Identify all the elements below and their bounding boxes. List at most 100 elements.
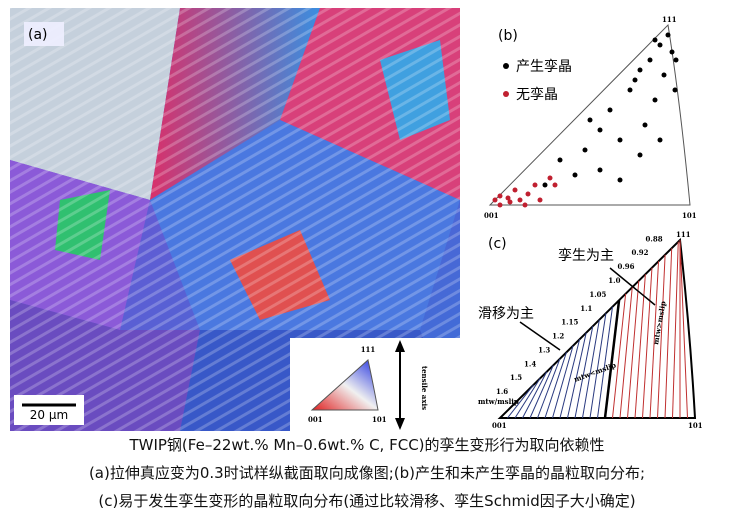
contour-line bbox=[603, 300, 621, 419]
corner-label: 111 bbox=[662, 15, 677, 24]
contour-label: 1.3 bbox=[538, 345, 550, 354]
point bbox=[507, 199, 513, 205]
contour-line bbox=[657, 254, 666, 419]
contour-label: 1.0 bbox=[608, 276, 620, 285]
point bbox=[552, 182, 558, 188]
point bbox=[637, 67, 643, 73]
point bbox=[665, 32, 671, 38]
contour-line bbox=[582, 319, 600, 419]
axis-label: tensile axis bbox=[420, 366, 429, 410]
point bbox=[492, 197, 498, 203]
point bbox=[497, 193, 503, 199]
contour-line bbox=[552, 345, 574, 419]
panel-label: (b) bbox=[498, 28, 518, 44]
condition-label: mtw>mslip bbox=[651, 300, 668, 345]
contour-line bbox=[664, 248, 673, 419]
point bbox=[672, 87, 678, 93]
point bbox=[669, 49, 675, 55]
arrow bbox=[519, 321, 561, 351]
contour-label: 1.05 bbox=[589, 290, 606, 299]
contour-label: 1.5 bbox=[510, 373, 522, 382]
point bbox=[632, 77, 638, 83]
caption: TWIP钢(Fe–22wt.% Mn–0.6wt.% C, FCC)的孪生变形行… bbox=[128, 436, 604, 454]
point bbox=[532, 182, 538, 188]
legend-marker bbox=[503, 63, 509, 69]
contour-line bbox=[522, 371, 548, 419]
point bbox=[505, 195, 511, 201]
point bbox=[572, 172, 578, 178]
corner-label: 101 bbox=[682, 211, 697, 220]
contour-line bbox=[544, 352, 567, 419]
caption: (c)易于发生孪生变形的晶粒取向分布(通过比较滑移、孪生Schmid因子大小确定… bbox=[98, 492, 635, 510]
contour-line bbox=[559, 339, 581, 419]
micrograph bbox=[10, 8, 460, 431]
point bbox=[517, 197, 523, 203]
point bbox=[522, 202, 528, 208]
point bbox=[657, 42, 663, 48]
contour-line bbox=[634, 274, 646, 419]
point bbox=[537, 197, 543, 203]
point bbox=[607, 107, 613, 113]
ipf-triangle bbox=[488, 23, 691, 206]
point bbox=[542, 182, 548, 188]
contour-label: 1.4 bbox=[524, 359, 536, 368]
ratio-label: mtw/mslip bbox=[478, 397, 519, 406]
point bbox=[661, 72, 667, 78]
corner-label: 101 bbox=[688, 421, 703, 430]
ipf-points bbox=[492, 32, 679, 208]
contour-line bbox=[679, 239, 688, 419]
contour-label: 1.6 bbox=[496, 387, 508, 396]
contour-line bbox=[589, 313, 607, 419]
point bbox=[617, 137, 623, 143]
point bbox=[627, 87, 633, 93]
ipf-contours: 0.88 0.92 0.96 1.01.05 1.11.15 1.21.31.41.51.… bbox=[496, 234, 697, 419]
corner-label: 111 bbox=[676, 230, 691, 239]
panel-label: (c) bbox=[488, 236, 507, 252]
point bbox=[597, 127, 603, 133]
point bbox=[652, 37, 658, 43]
contour-label: 0.92 bbox=[631, 248, 648, 257]
region-label: 滑移为主 bbox=[478, 305, 534, 322]
contour-label: 1.1 bbox=[580, 304, 592, 313]
point bbox=[582, 147, 588, 153]
contour-line bbox=[619, 287, 633, 419]
point bbox=[637, 152, 643, 158]
corner-label: 001 bbox=[484, 211, 499, 220]
caption: (a)拉伸真应变为0.3时试样纵截面取向成像图;(b)产生和未产生孪晶的晶粒取向… bbox=[89, 464, 645, 482]
corner-label: 001 bbox=[308, 415, 323, 424]
point bbox=[587, 117, 593, 123]
contour-line bbox=[507, 384, 534, 419]
legend-entry: 产生孪晶 bbox=[516, 58, 572, 75]
contour-line bbox=[642, 267, 653, 419]
corner-label: 111 bbox=[361, 345, 376, 354]
point bbox=[525, 191, 531, 197]
region-label: 孪生为主 bbox=[558, 247, 614, 264]
point bbox=[673, 57, 679, 63]
arrow bbox=[609, 267, 656, 306]
contour-label: 0.88 bbox=[646, 234, 663, 243]
contour-label: 1.15 bbox=[561, 318, 578, 327]
contour-line bbox=[649, 261, 660, 419]
color-key bbox=[310, 359, 379, 411]
contour-label: 0.96 bbox=[617, 262, 634, 271]
point bbox=[647, 57, 653, 63]
scale-label: 20 μm bbox=[30, 408, 68, 422]
panel-label: (a) bbox=[28, 27, 48, 43]
contour-line bbox=[567, 332, 587, 419]
point bbox=[657, 137, 663, 143]
corner-label: 001 bbox=[492, 421, 507, 430]
point bbox=[547, 175, 553, 181]
contour-label: 1.2 bbox=[552, 332, 564, 341]
contour-line bbox=[529, 365, 554, 419]
contour-line bbox=[514, 378, 541, 419]
contour-line bbox=[597, 306, 613, 419]
contour-line bbox=[672, 241, 679, 419]
corner-label: 101 bbox=[372, 415, 387, 424]
legend-marker bbox=[503, 91, 509, 97]
point bbox=[512, 187, 518, 193]
point bbox=[642, 122, 648, 128]
point bbox=[652, 97, 658, 103]
point bbox=[557, 157, 563, 163]
